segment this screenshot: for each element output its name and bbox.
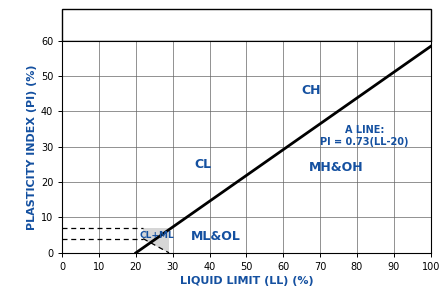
Text: PLASTICITY CHART: PLASTICITY CHART — [166, 17, 327, 33]
Text: A LINE:
PI = 0.73(LL-20): A LINE: PI = 0.73(LL-20) — [320, 126, 408, 147]
FancyBboxPatch shape — [62, 9, 431, 41]
Y-axis label: PLASTICITY INDEX (PI) (%): PLASTICITY INDEX (PI) (%) — [27, 64, 36, 230]
X-axis label: LIQUID LIMIT (LL) (%): LIQUID LIMIT (LL) (%) — [180, 276, 313, 286]
Text: MH&OH: MH&OH — [309, 162, 364, 175]
Text: ML&OL: ML&OL — [191, 231, 241, 244]
Text: CH: CH — [302, 84, 321, 97]
Text: CL: CL — [195, 158, 212, 171]
Polygon shape — [143, 228, 169, 253]
Text: CL+ML: CL+ML — [139, 231, 174, 240]
